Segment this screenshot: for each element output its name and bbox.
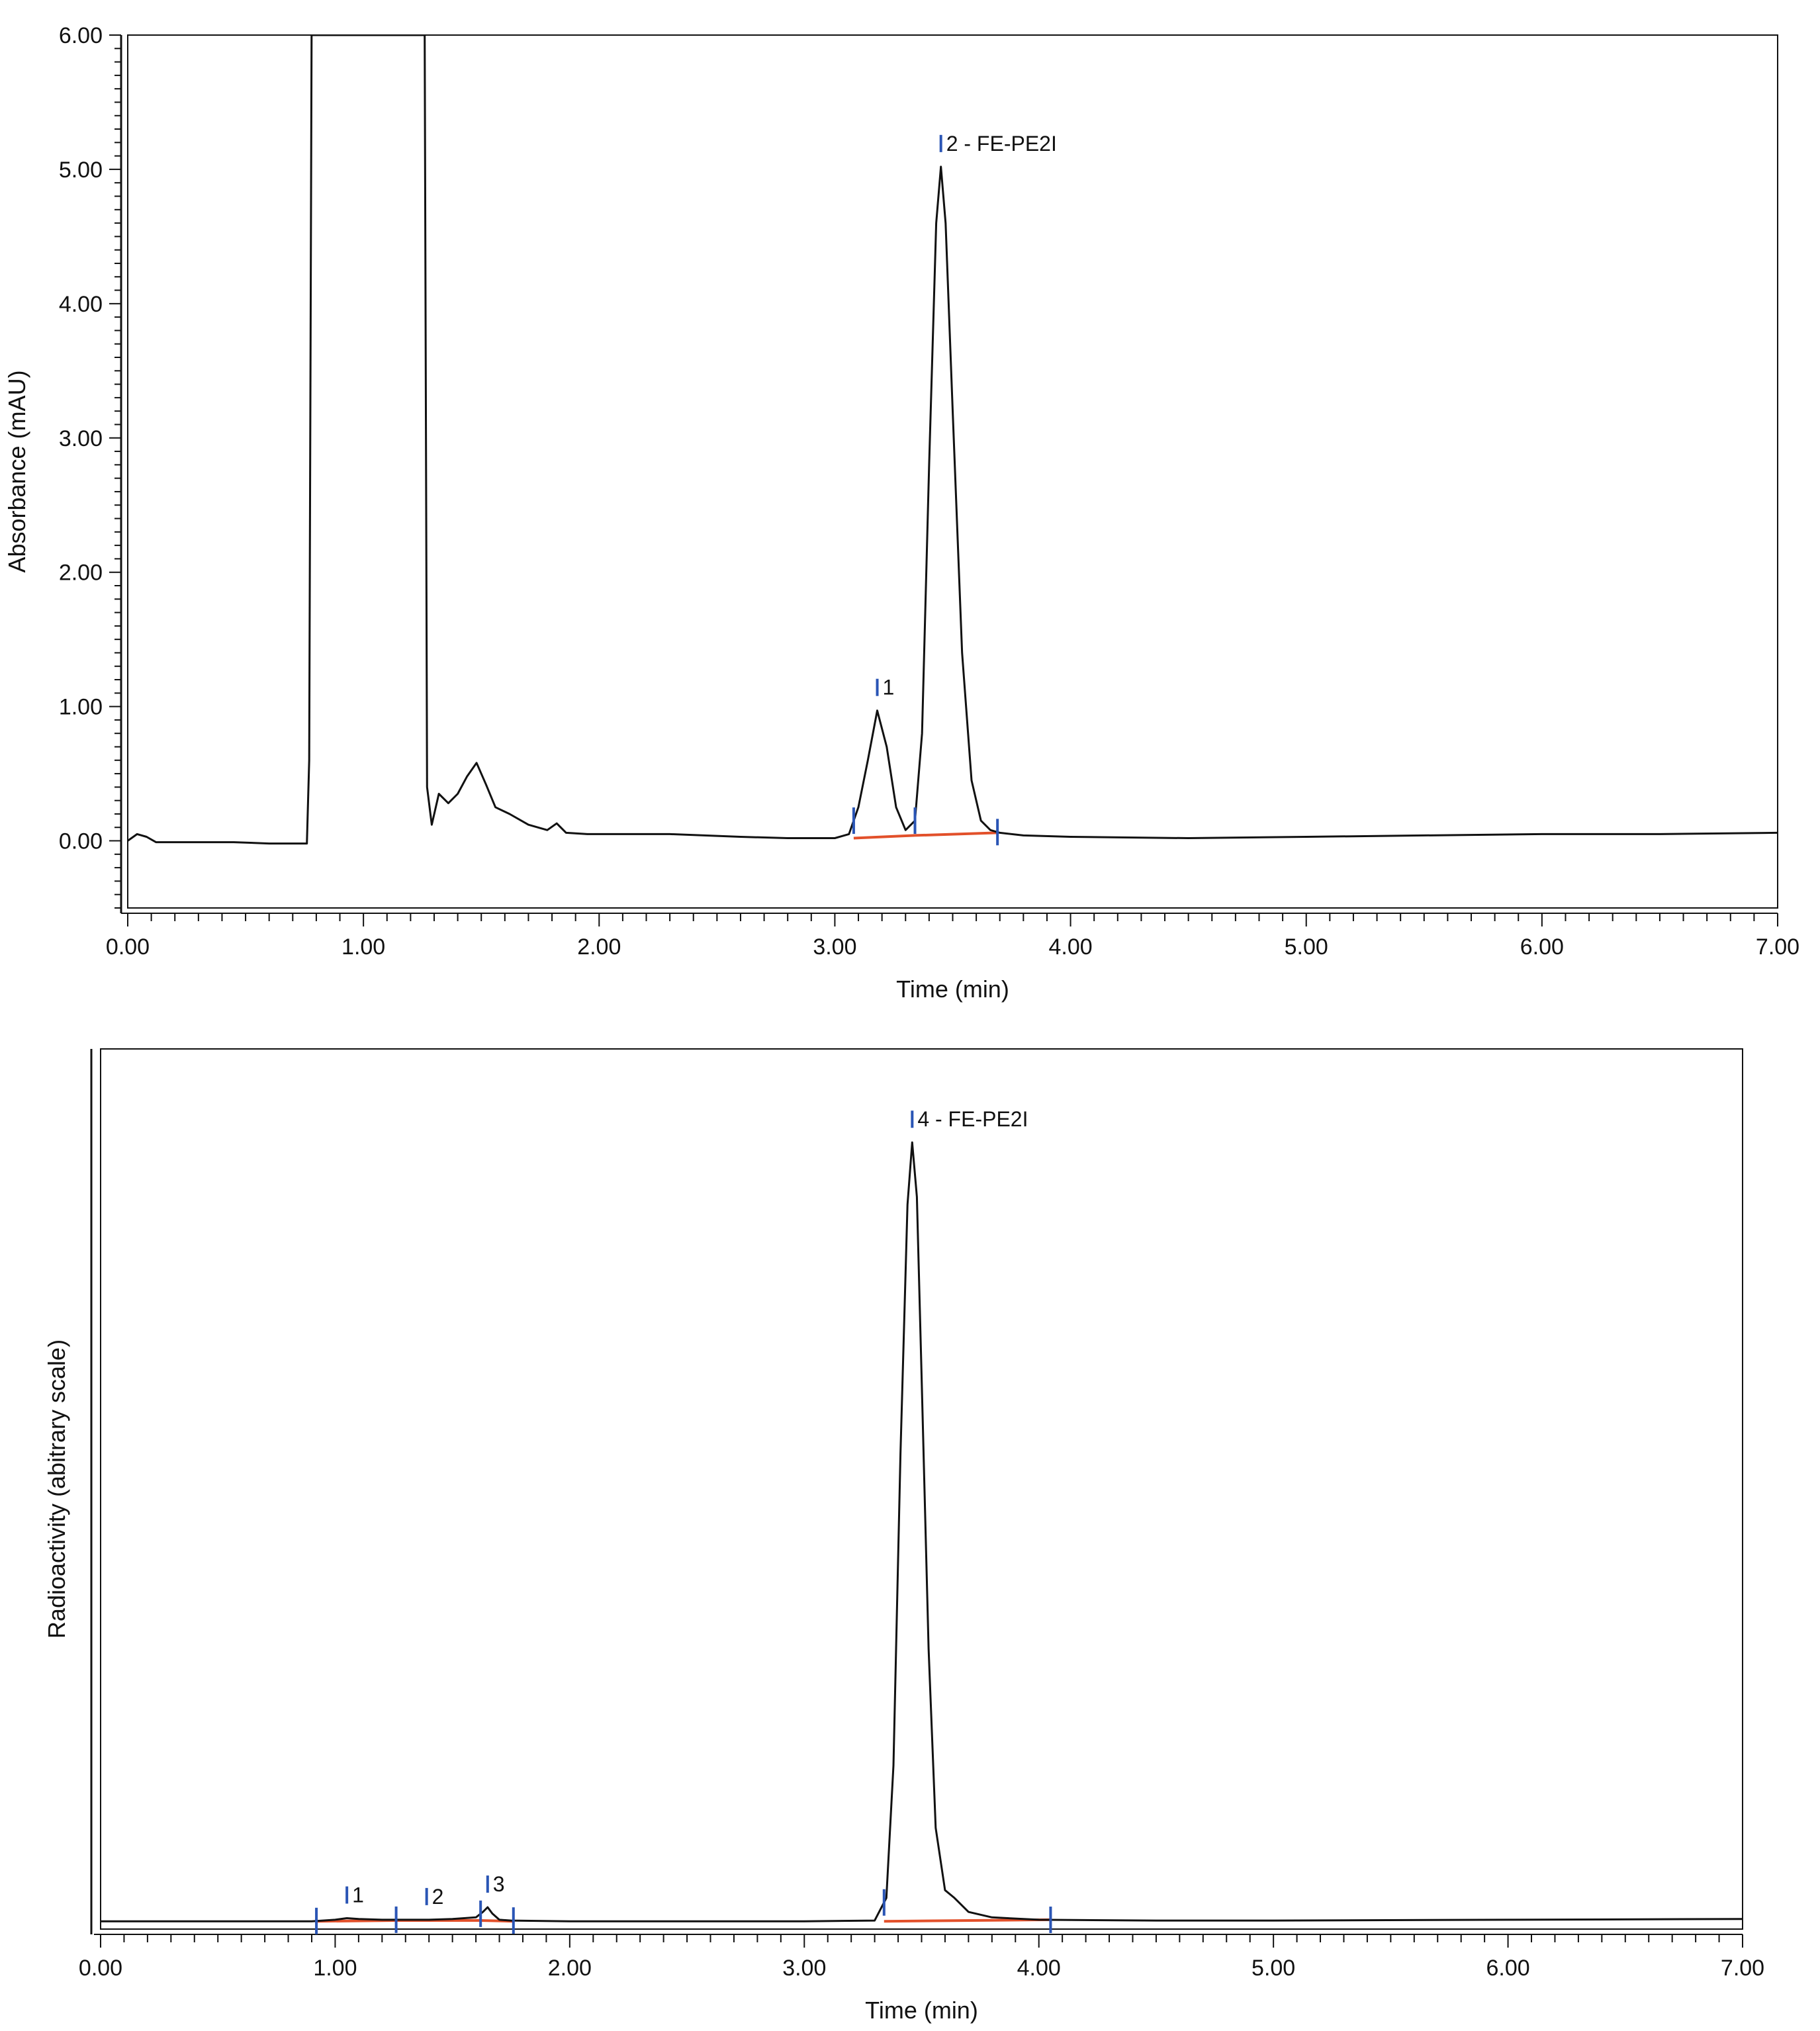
y-axis-title: Radioactivity (abitrary scale)	[43, 1339, 70, 1639]
x-tick-label: 6.00	[1520, 934, 1564, 960]
x-tick-label: 0.00	[106, 934, 150, 960]
x-tick-label: 5.00	[1251, 1956, 1295, 1981]
plot-frame	[127, 34, 1778, 909]
y-tick-label: 2.00	[59, 561, 103, 586]
y-tick-label: 3.00	[59, 426, 103, 451]
x-tick-label: 1.00	[313, 1956, 357, 1981]
x-tick-label: 3.00	[813, 934, 856, 960]
y-tick-label: 4.00	[59, 292, 103, 317]
x-tick-label: 7.00	[1756, 934, 1799, 960]
chromatogram-trace	[101, 1141, 1743, 1922]
y-tick-label: 5.00	[59, 158, 103, 183]
x-tick-label: 1.00	[341, 934, 385, 960]
peak-label: 1	[883, 676, 895, 700]
peak-label: 4 - FE-PE2I	[917, 1107, 1028, 1131]
chart-2: 0.00 1.00 2.00 3.00 4.00 5.00 6.00 7.00 Time (mi…	[43, 1048, 1764, 2024]
x-tick-label: 5.00	[1285, 934, 1328, 960]
x-tick-label: 7.00	[1721, 1956, 1764, 1981]
plot-frame	[100, 1048, 1743, 1930]
y-tick-label: 6.00	[59, 23, 103, 48]
x-tick-label: 2.00	[577, 934, 621, 960]
integration-baseline	[853, 834, 915, 840]
x-tick-label: 6.00	[1486, 1956, 1529, 1981]
x-axis-title: Time (min)	[896, 975, 1009, 1003]
x-axis-title: Time (min)	[865, 1997, 978, 2024]
y-tick-label: 0.00	[59, 829, 103, 854]
peak-label: 1	[352, 1883, 364, 1907]
x-tick-label: 2.00	[548, 1956, 592, 1981]
chromatogram-trace	[128, 35, 1778, 845]
integration-baseline	[915, 831, 998, 837]
y-axis-title: Absorbance (mAU)	[3, 370, 30, 572]
y-tick-label: 1.00	[59, 695, 103, 720]
x-tick-label: 3.00	[782, 1956, 826, 1981]
integration-baseline	[884, 1918, 1051, 1923]
x-tick-label: 0.00	[79, 1956, 122, 1981]
peak-label: 3	[493, 1872, 505, 1896]
x-tick-label: 4.00	[1048, 934, 1092, 960]
peak-label: 2	[432, 1885, 444, 1909]
chart-1: 0.00 1.00 2.00 3.00 4.00 5.00 6.00 7.00 Time (mi…	[3, 23, 1799, 1003]
peak-label: 2 - FE-PE2I	[946, 132, 1057, 156]
x-tick-label: 4.00	[1017, 1956, 1061, 1981]
